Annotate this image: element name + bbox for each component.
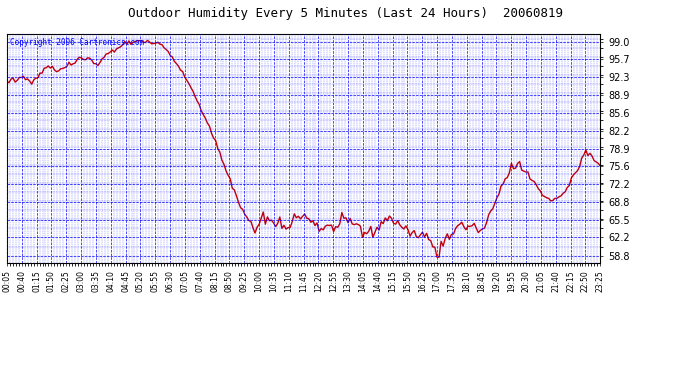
Text: Outdoor Humidity Every 5 Minutes (Last 24 Hours)  20060819: Outdoor Humidity Every 5 Minutes (Last 2… (128, 8, 562, 21)
Text: Copyright 2006 Cartronics.com: Copyright 2006 Cartronics.com (10, 38, 144, 47)
